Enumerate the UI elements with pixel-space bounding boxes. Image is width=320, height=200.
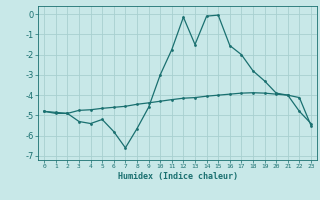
X-axis label: Humidex (Indice chaleur): Humidex (Indice chaleur) xyxy=(118,172,238,181)
